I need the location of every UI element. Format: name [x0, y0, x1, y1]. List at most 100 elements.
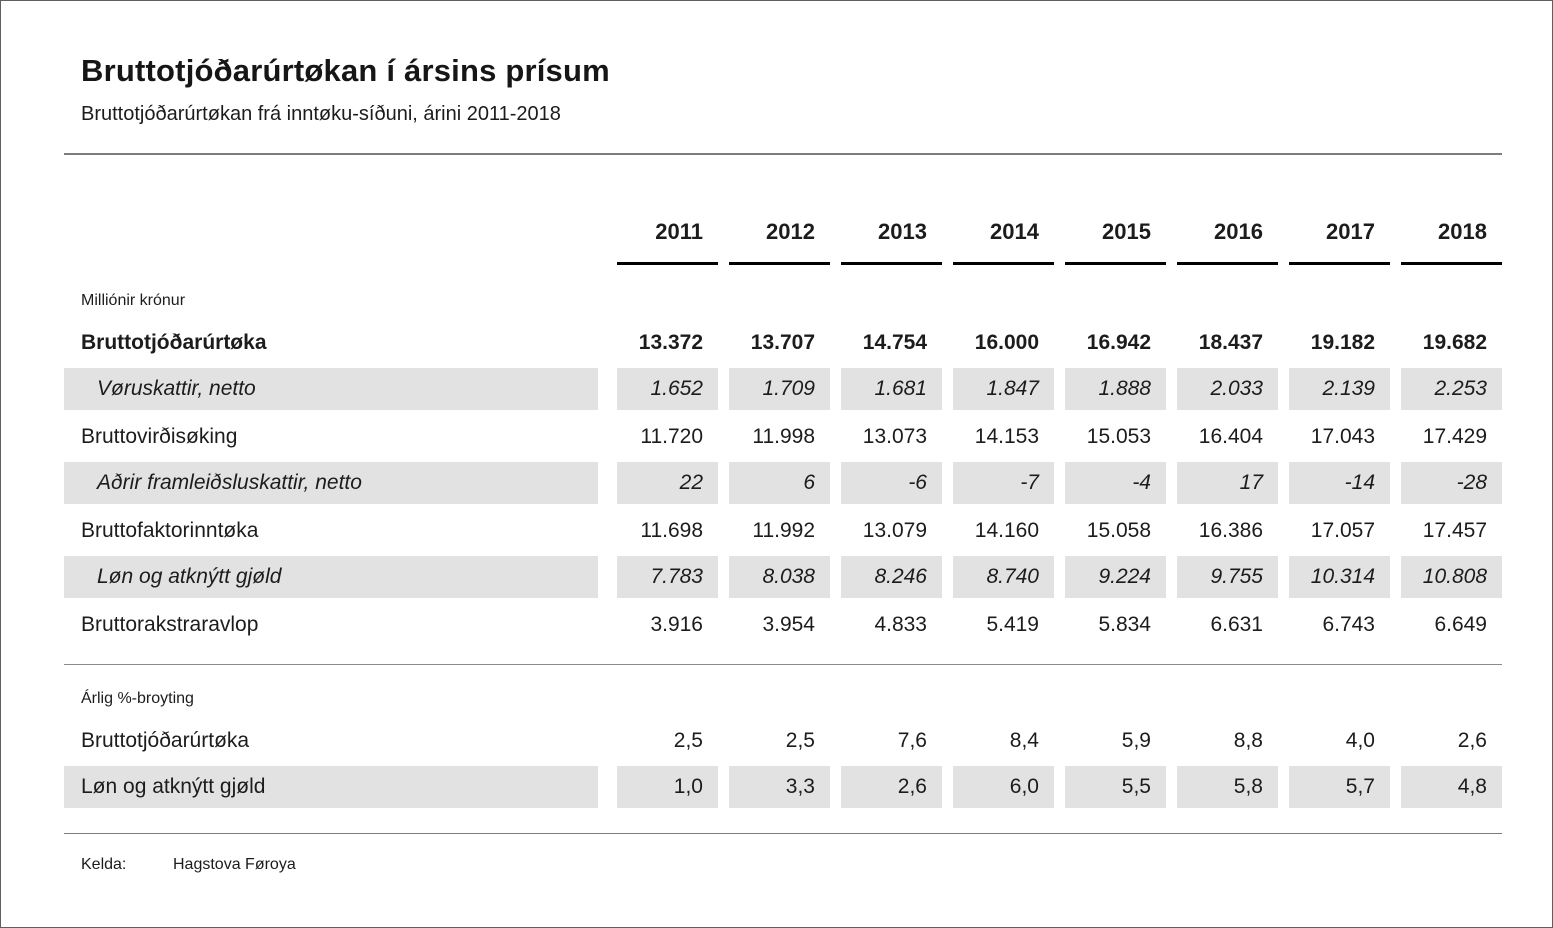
value-cell: 8.246 — [830, 554, 942, 601]
value-cell: 8.038 — [718, 554, 830, 601]
year-header-2018: 2018 — [1390, 211, 1502, 265]
value-cell: 7.783 — [606, 554, 718, 601]
table-body: Milliónir krónur Bruttotjóðarúrtøka 13.372… — [64, 291, 1502, 811]
value-cell: 15.058 — [1086, 518, 1151, 542]
value-cell: 13.707 — [750, 330, 815, 354]
value-cell: 5,8 — [1166, 764, 1278, 811]
source-note: Kelda: Hagstova Føroya — [81, 856, 1502, 874]
value-cell: 1.709 — [718, 366, 830, 413]
value-cell: -4 — [1054, 460, 1166, 507]
value-cell: 4,8 — [1390, 764, 1502, 811]
value-cell: 9.755 — [1166, 554, 1278, 601]
value-cell: 17.457 — [1422, 518, 1487, 542]
value-cell: 14.160 — [974, 518, 1039, 542]
value-cell: 2,5 — [673, 728, 703, 752]
year-header-2016: 2016 — [1166, 211, 1278, 265]
value-cell: 3.916 — [650, 612, 703, 636]
value-cell: 22 — [606, 460, 718, 507]
value-cell: 1.681 — [830, 366, 942, 413]
value-cell: 14.754 — [862, 330, 927, 354]
row-label: Løn og atknýtt gjøld — [64, 554, 606, 601]
year-header-2015: 2015 — [1054, 211, 1166, 265]
row-label: Bruttotjóðarúrtøka — [81, 330, 267, 354]
value-cell: 6.743 — [1322, 612, 1375, 636]
value-cell: 17.429 — [1422, 424, 1487, 448]
value-cell: 6.649 — [1434, 612, 1487, 636]
value-cell: 14.153 — [974, 424, 1039, 448]
row-label: Bruttovirðisøking — [81, 424, 238, 448]
value-cell: 11.992 — [752, 518, 815, 542]
value-cell: 16.404 — [1198, 424, 1263, 448]
row-label: Aðrir framleiðsluskattir, netto — [64, 460, 606, 507]
value-cell: 13.372 — [638, 330, 703, 354]
value-cell: 5.419 — [986, 612, 1039, 636]
data-table: 2011 2012 2013 2014 2015 2016 2017 2018 Millión… — [64, 211, 1502, 811]
page-subtitle: Bruttotjóðarúrtøkan frá inntøku-síðuni, … — [81, 103, 561, 125]
year-header-2014: 2014 — [942, 211, 1054, 265]
value-cell: 9.224 — [1054, 554, 1166, 601]
value-cell: 10.808 — [1390, 554, 1502, 601]
value-cell: 17.043 — [1310, 424, 1375, 448]
row-label: Bruttofaktorinntøka — [81, 518, 259, 542]
value-cell: 3.954 — [762, 612, 815, 636]
value-cell: 5.834 — [1098, 612, 1151, 636]
year-header-2013: 2013 — [830, 211, 942, 265]
value-cell: 16.386 — [1198, 518, 1263, 542]
footer-divider — [64, 833, 1502, 834]
value-cell: 5,7 — [1278, 764, 1390, 811]
table-row: Aðrir framleiðsluskattir, netto 22 6 -6 -7 -4… — [64, 460, 1502, 507]
year-header-row: 2011 2012 2013 2014 2015 2016 2017 2018 — [64, 211, 1502, 265]
value-cell: 8.740 — [942, 554, 1054, 601]
value-cell: 7,6 — [897, 728, 927, 752]
value-cell: -6 — [830, 460, 942, 507]
source-label: Kelda: — [81, 856, 127, 873]
value-cell: 17 — [1166, 460, 1278, 507]
value-cell: 8,4 — [1009, 728, 1039, 752]
value-cell: 13.073 — [862, 424, 927, 448]
value-cell: 1,0 — [606, 764, 718, 811]
section-divider — [64, 664, 1502, 665]
table-row: Bruttotjóðarúrtøka 13.372 13.707 14.754 16.0… — [64, 319, 1502, 366]
value-cell: 18.437 — [1198, 330, 1263, 354]
row-label: Vøruskattir, netto — [64, 366, 606, 413]
value-cell: 6 — [718, 460, 830, 507]
value-cell: 2.033 — [1166, 366, 1278, 413]
year-header-spacer — [64, 211, 606, 265]
value-cell: 2.139 — [1278, 366, 1390, 413]
page-title: Bruttotjóðarúrtøkan í ársins prísum — [81, 53, 610, 88]
table-row: Bruttovirðisøking 11.720 11.998 13.073 14.15… — [64, 413, 1502, 460]
value-cell: 2,6 — [1457, 728, 1487, 752]
value-cell: 15.053 — [1086, 424, 1151, 448]
year-header-2012: 2012 — [718, 211, 830, 265]
header-divider — [64, 153, 1502, 155]
table-row: Løn og atknýtt gjøld 1,0 3,3 2,6 6,0 5,5 5,8 5,… — [64, 764, 1502, 811]
value-cell: 11.698 — [640, 518, 703, 542]
value-cell: 2,5 — [785, 728, 815, 752]
value-cell: 11.720 — [640, 424, 703, 448]
value-cell: -28 — [1390, 460, 1502, 507]
value-cell: -14 — [1278, 460, 1390, 507]
value-cell: 6,0 — [942, 764, 1054, 811]
value-cell: 10.314 — [1278, 554, 1390, 601]
value-cell: 16.942 — [1086, 330, 1151, 354]
section-label: Árlig %-broyting — [81, 690, 194, 707]
row-label: Bruttotjóðarúrtøka — [81, 728, 250, 752]
table-row: Vøruskattir, netto 1.652 1.709 1.681 1.847 1.… — [64, 366, 1502, 413]
source-value: Hagstova Føroya — [173, 856, 296, 873]
value-cell: 11.998 — [752, 424, 815, 448]
value-cell: 4,0 — [1345, 728, 1375, 752]
value-cell: 16.000 — [974, 330, 1039, 354]
value-cell: 19.182 — [1310, 330, 1375, 354]
value-cell: 2,6 — [830, 764, 942, 811]
value-cell: -7 — [942, 460, 1054, 507]
value-cell: 3,3 — [718, 764, 830, 811]
value-cell: 6.631 — [1210, 612, 1263, 636]
value-cell: 1.847 — [942, 366, 1054, 413]
value-cell: 4.833 — [874, 612, 927, 636]
value-cell: 5,5 — [1054, 764, 1166, 811]
table-row: Bruttofaktorinntøka 11.698 11.992 13.079 14.… — [64, 507, 1502, 554]
row-label: Bruttorakstraravlop — [81, 612, 259, 636]
value-cell: 5,9 — [1121, 728, 1151, 752]
value-cell: 13.079 — [862, 518, 927, 542]
